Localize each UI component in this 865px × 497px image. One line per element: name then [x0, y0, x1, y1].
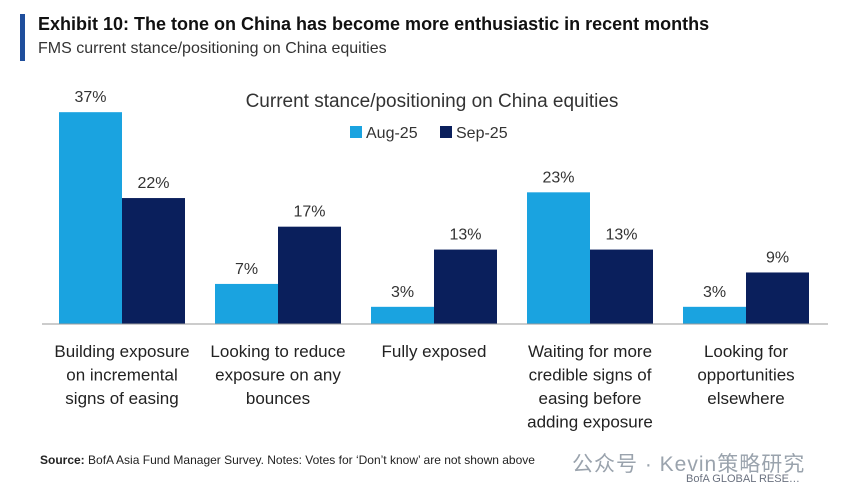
watermark: 公众号 · Kevin策略研究: [572, 453, 806, 476]
value-label-4-aug: 23%: [542, 169, 574, 186]
value-label-2-sep: 17%: [293, 204, 325, 221]
category-label-4-line-3: easing before: [538, 389, 641, 408]
legend-swatch-1: [350, 126, 362, 138]
legend-label-2: Sep-25: [456, 125, 508, 142]
footer-brand: BofA GLOBAL RESE…: [686, 473, 800, 485]
chart-title: Current stance/positioning on China equi…: [246, 91, 619, 112]
value-label-1-sep: 22%: [137, 175, 169, 192]
bar-1-aug: [59, 112, 122, 324]
value-label-5-aug: 3%: [703, 284, 726, 301]
category-label-2-line-1: Looking to reduce: [210, 342, 345, 361]
value-label-1-aug: 37%: [74, 89, 106, 106]
category-label-1-line-1: Building exposure: [54, 342, 189, 361]
value-label-2-aug: 7%: [235, 261, 258, 278]
category-label-5-line-2: opportunities: [697, 366, 794, 385]
bar-4-sep: [590, 249, 653, 324]
category-label-3-line-1: Fully exposed: [382, 342, 487, 361]
value-label-5-sep: 9%: [766, 249, 789, 266]
exhibit-subtitle: FMS current stance/positioning on China …: [38, 40, 387, 57]
value-label-4-sep: 13%: [605, 227, 637, 244]
category-label-1-line-2: on incremental: [66, 366, 178, 385]
bar-1-sep: [122, 198, 185, 324]
source-text: BofA Asia Fund Manager Survey. Notes: Vo…: [88, 453, 535, 467]
category-label-1-line-3: signs of easing: [65, 389, 178, 408]
bar-5-sep: [746, 272, 809, 324]
category-label-4-line-1: Waiting for more: [528, 342, 652, 361]
value-label-3-aug: 3%: [391, 284, 414, 301]
value-label-3-sep: 13%: [449, 227, 481, 244]
category-label-5-line-1: Looking for: [704, 342, 788, 361]
bar-4-aug: [527, 192, 590, 324]
bar-3-aug: [371, 306, 434, 324]
category-label-4-line-2: credible signs of: [529, 366, 652, 385]
legend-swatch-2: [440, 126, 452, 138]
legend-label-1: Aug-25: [366, 125, 418, 142]
category-label-2-line-2: exposure on any: [215, 366, 341, 385]
category-label-5-line-3: elsewhere: [707, 389, 785, 408]
bar-3-sep: [434, 249, 497, 324]
source-note: Source: BofA Asia Fund Manager Survey. N…: [40, 453, 535, 467]
category-label-2-line-3: bounces: [246, 389, 310, 408]
bar-2-aug: [215, 283, 278, 324]
bar-5-aug: [683, 306, 746, 324]
exhibit-title: Exhibit 10: The tone on China has become…: [38, 14, 710, 34]
accent-bar: [20, 14, 25, 61]
source-label: Source:: [40, 453, 85, 467]
bar-2-sep: [278, 226, 341, 324]
category-label-4-line-4: adding exposure: [527, 413, 653, 432]
